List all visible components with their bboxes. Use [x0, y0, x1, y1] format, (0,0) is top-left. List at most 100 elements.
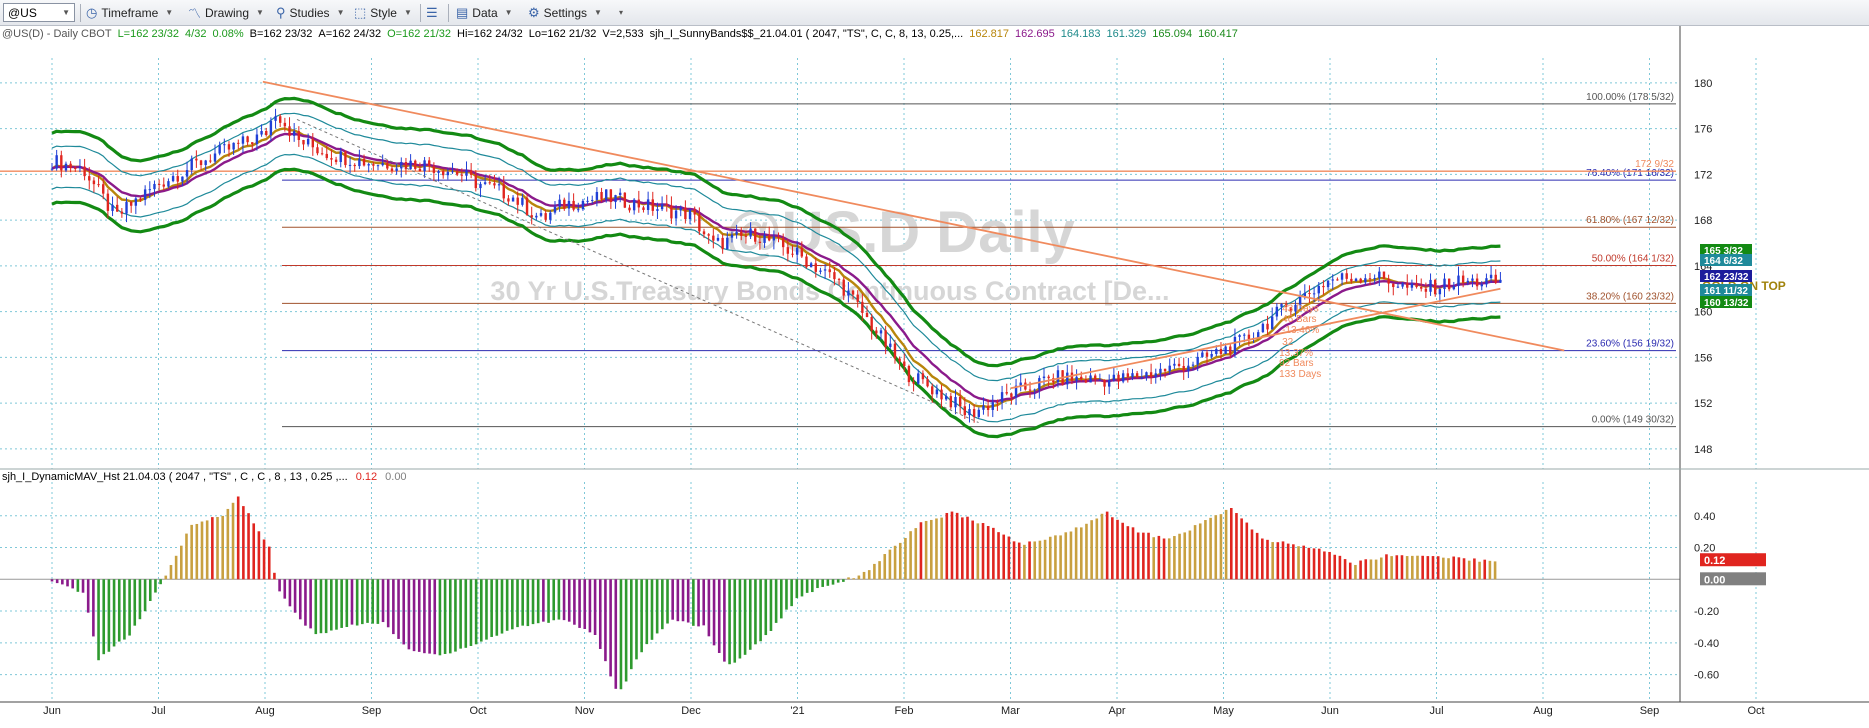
histogram-bar — [304, 579, 307, 626]
histogram-bar — [1426, 556, 1430, 580]
y-tick-label: 148 — [1694, 444, 1712, 456]
histogram-bar — [86, 579, 90, 613]
toolbar-overflow-button[interactable]: ▾ — [616, 3, 623, 22]
gear-icon: ⚙ — [528, 4, 540, 20]
histogram-bar — [821, 579, 824, 587]
candle-body — [1382, 271, 1386, 279]
histogram-bar — [1167, 538, 1171, 580]
trendline-down — [262, 80, 1565, 352]
y-tick-label: 160 — [1694, 307, 1712, 319]
candle-body — [1145, 372, 1148, 378]
histogram-bar — [1379, 557, 1383, 580]
histogram-bar — [697, 579, 700, 627]
candle-body — [935, 389, 939, 395]
candle-body — [88, 176, 91, 181]
histogram-bar — [76, 579, 80, 592]
histogram-bar — [340, 579, 343, 628]
histogram-bar — [180, 545, 183, 580]
candle-body — [837, 279, 841, 281]
histogram-bar — [966, 516, 969, 580]
chevron-down-icon: ▼ — [403, 8, 412, 17]
candle-body — [362, 158, 366, 166]
candle-body — [716, 237, 720, 241]
candle-body — [442, 171, 445, 176]
histogram-bar — [573, 579, 576, 625]
candle-body — [1042, 376, 1046, 379]
histogram-bar — [929, 519, 933, 580]
settings-menu[interactable]: ⚙ Settings ▼ — [528, 3, 602, 22]
histogram-bar — [785, 579, 788, 610]
style-menu[interactable]: ⬚ Style ▼ — [354, 3, 412, 22]
histogram-bar — [1359, 560, 1362, 580]
histogram-bar — [1478, 561, 1481, 580]
candle-body — [618, 192, 622, 196]
timeframe-menu[interactable]: ◷ Timeframe ▼ — [86, 3, 173, 22]
chevron-down-icon[interactable]: ▼ — [62, 8, 70, 17]
candle-body — [1452, 285, 1456, 290]
candle-body — [646, 199, 650, 210]
candle-body — [1243, 334, 1246, 336]
x-tick-label: Nov — [575, 705, 595, 717]
histogram-bar — [769, 579, 773, 631]
data-menu[interactable]: ▤ Data ▼ — [456, 3, 513, 22]
candle-body — [1284, 303, 1288, 308]
x-tick-label: Jun — [1321, 705, 1339, 717]
histogram-bar — [743, 579, 747, 655]
fib-label: 76.40% (171 16/32) — [1586, 168, 1674, 179]
histogram-bar — [1343, 559, 1347, 580]
histogram-bar — [107, 579, 111, 652]
histogram-bar — [1188, 530, 1192, 580]
candle-body — [153, 183, 156, 190]
legend-field: 162.695 — [1015, 28, 1055, 40]
candle-body — [1354, 278, 1358, 282]
candle-body — [670, 205, 673, 219]
histogram-bar — [366, 579, 369, 623]
studies-menu[interactable]: ⚲ Studies ▼ — [276, 3, 344, 22]
candle-body — [432, 166, 436, 173]
histogram-bar — [790, 579, 793, 607]
candle-body — [325, 153, 328, 159]
symbol-value: @US — [8, 5, 37, 20]
histogram-bar — [1488, 560, 1492, 580]
candle-body — [1224, 346, 1227, 354]
histogram-bar — [159, 579, 162, 585]
drawing-menu[interactable]: 〽 Drawing ▼ — [188, 3, 264, 22]
histogram-bar — [174, 555, 178, 580]
histogram-bar — [1354, 564, 1357, 580]
candle-body — [632, 199, 636, 211]
layout-button[interactable]: ☰ — [426, 3, 438, 22]
trend-label: -13.46% — [1282, 325, 1319, 336]
x-tick-label: Jul — [151, 705, 165, 717]
histogram-bar — [71, 579, 74, 589]
candle-body — [390, 168, 394, 171]
histogram-bar — [1193, 525, 1197, 580]
candle-body — [265, 130, 268, 136]
candle-body — [1298, 296, 1302, 305]
candle-body — [521, 197, 524, 205]
sunny-bands — [51, 96, 1501, 439]
horizontal-line-label: 172 9/32 — [1635, 159, 1674, 170]
candle-body — [772, 236, 776, 241]
toolbar-divider — [420, 4, 421, 22]
candle-body — [423, 160, 426, 172]
candle-body — [246, 136, 249, 143]
layout-icon: ☰ — [426, 4, 438, 20]
axes: Jun Jul Aug Sep Oct Nov Dec '21 Feb Mar Apr May Jun J… — [0, 26, 1869, 717]
price-badge-label: 165 3/32 — [1704, 246, 1743, 257]
candle-body — [1247, 334, 1251, 340]
candle-body — [1364, 278, 1367, 283]
histogram-bar — [562, 579, 566, 621]
histogram-bar — [1405, 556, 1409, 580]
candle-body — [1359, 278, 1362, 283]
candle-body — [1047, 376, 1050, 379]
legend-field: 164.183 — [1060, 28, 1101, 40]
x-tick-label: Aug — [255, 705, 275, 717]
histogram-bar — [448, 579, 452, 654]
candle-body — [209, 160, 212, 162]
symbol-input[interactable]: @US ▼ — [3, 3, 75, 22]
candle-body — [1205, 352, 1209, 357]
style-icon: ⬚ — [354, 4, 367, 20]
candle-body — [311, 138, 315, 148]
histogram-bar — [666, 579, 669, 624]
